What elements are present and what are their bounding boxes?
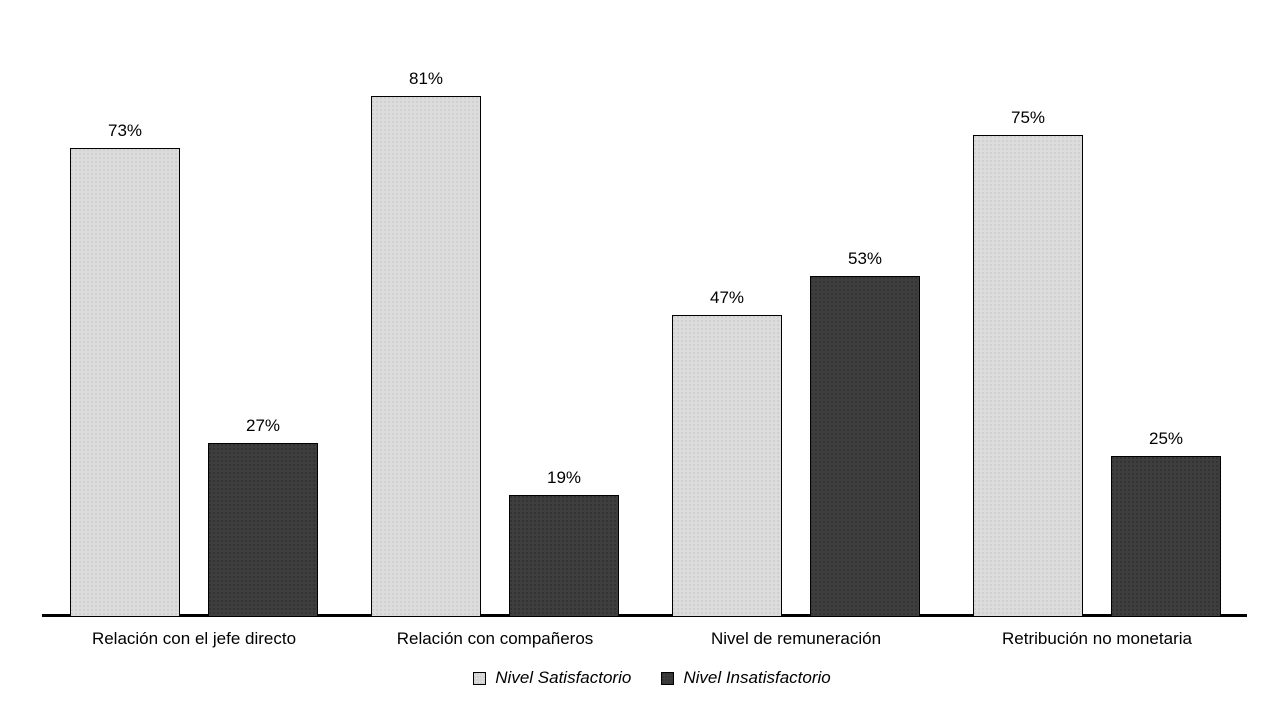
legend-label-insatisfactorio: Nivel Insatisfactorio xyxy=(683,668,831,687)
bar-value-label-insatisfactorio-2: 53% xyxy=(847,249,883,268)
bar-value-label-satisfactorio-2: 47% xyxy=(709,288,745,307)
legend-item-insatisfactorio: Nivel Insatisfactorio xyxy=(661,668,831,688)
x-axis-category-label-2: Nivel de remuneración xyxy=(710,629,882,648)
bar-value-label-satisfactorio-1: 81% xyxy=(408,69,444,88)
legend-swatch-satisfactorio-icon xyxy=(473,671,487,685)
x-axis-category-label-1: Relación con compañeros xyxy=(396,629,594,648)
x-axis-category-label-3: Retribución no monetaria xyxy=(1002,629,1192,648)
chart-legend: Nivel Satisfactorio Nivel Insatisfactorio xyxy=(12,668,1280,688)
bar-value-label-insatisfactorio-0: 27% xyxy=(245,416,281,435)
x-axis-category-label-0: Relación con el jefe directo xyxy=(91,629,297,648)
x-axis-line xyxy=(42,614,1247,617)
bar-value-label-satisfactorio-0: 73% xyxy=(107,121,143,140)
bar-satisfactorio-1 xyxy=(371,96,481,617)
bar-value-label-insatisfactorio-1: 19% xyxy=(546,468,582,487)
bar-insatisfactorio-2 xyxy=(810,276,920,617)
legend-label-satisfactorio: Nivel Satisfactorio xyxy=(495,668,632,687)
bar-value-label-satisfactorio-3: 75% xyxy=(1010,108,1046,127)
legend-swatch-insatisfactorio-icon xyxy=(661,671,675,685)
bar-satisfactorio-2 xyxy=(672,315,782,617)
bar-value-label-insatisfactorio-3: 25% xyxy=(1148,429,1184,448)
bar-satisfactorio-3 xyxy=(973,135,1083,617)
bar-insatisfactorio-3 xyxy=(1111,456,1221,617)
bar-insatisfactorio-1 xyxy=(509,495,619,617)
legend-item-satisfactorio: Nivel Satisfactorio xyxy=(473,668,631,688)
bar-insatisfactorio-0 xyxy=(208,443,318,617)
bar-satisfactorio-0 xyxy=(70,148,180,617)
